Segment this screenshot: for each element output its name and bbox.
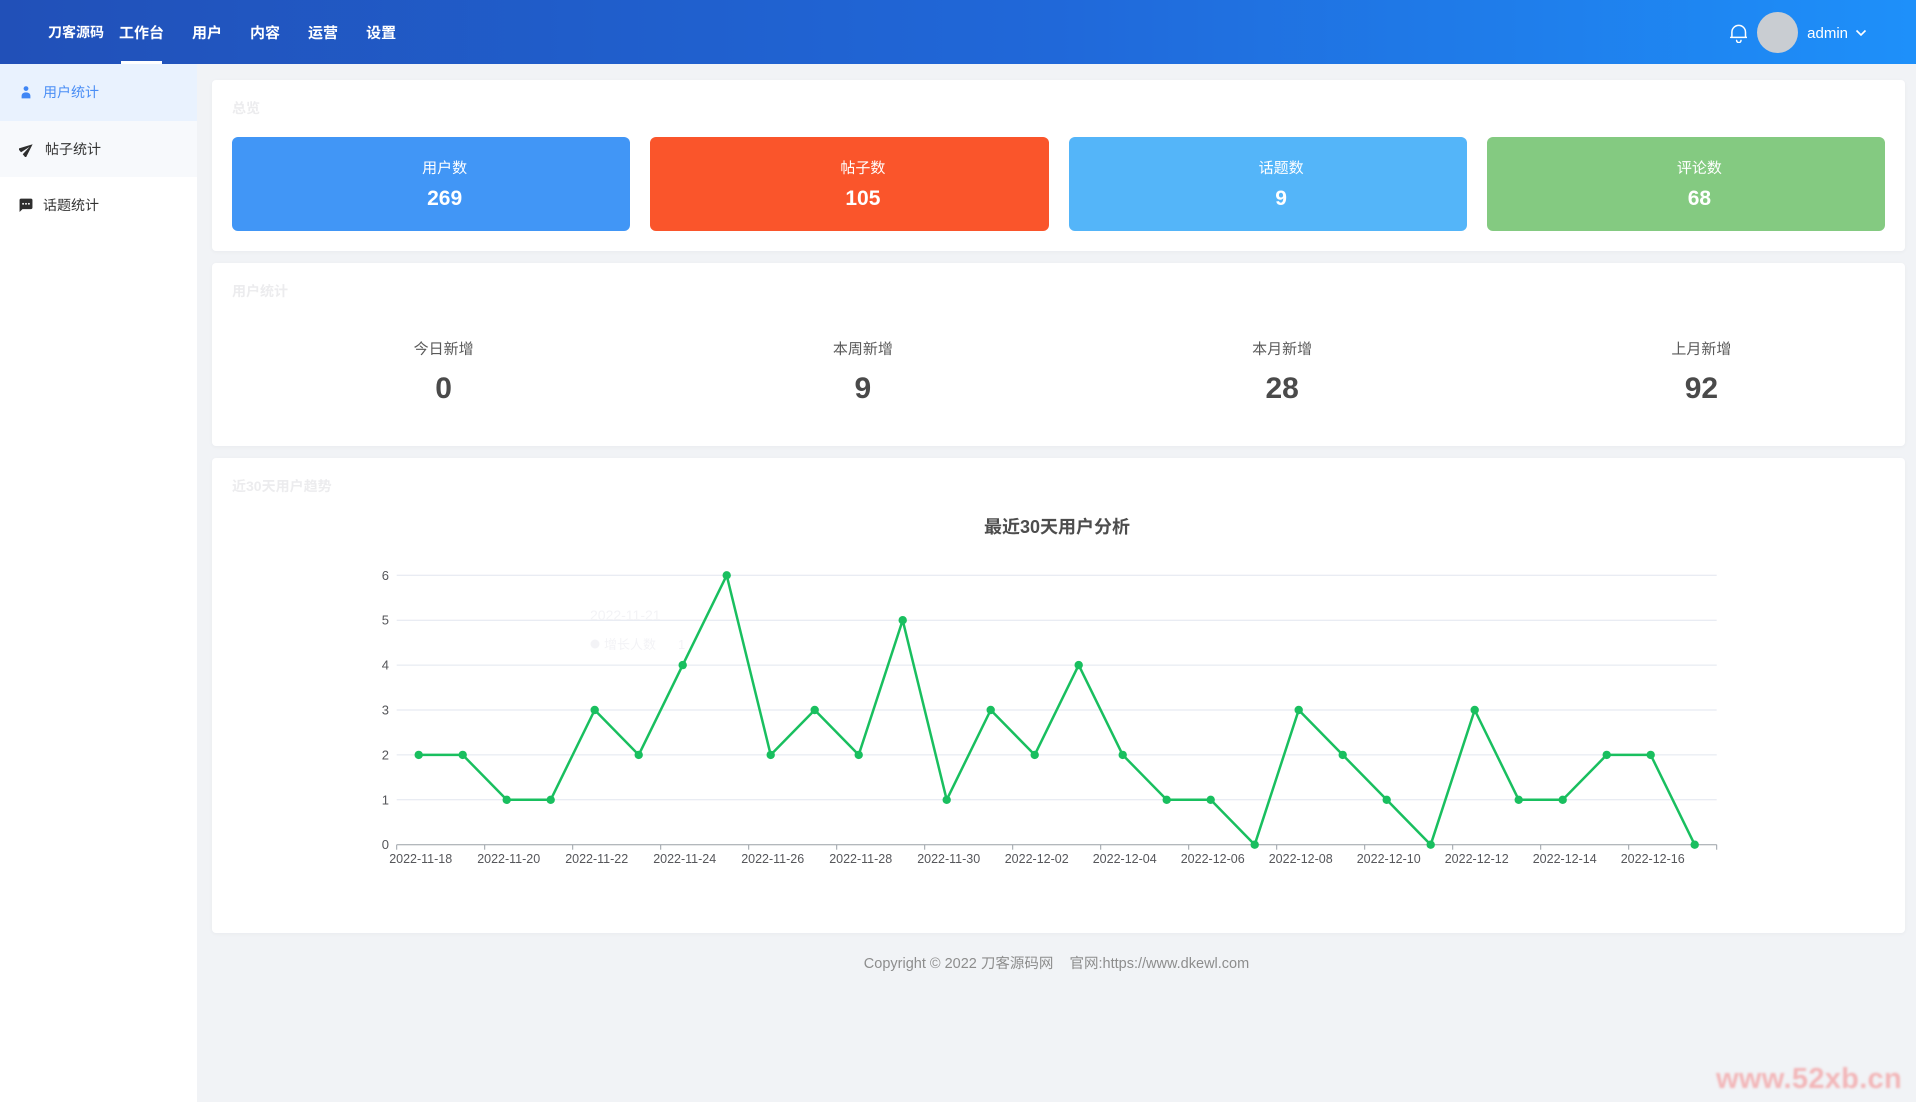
svg-text:0: 0: [382, 834, 389, 853]
svg-text:2022-11-24: 2022-11-24: [653, 848, 716, 867]
svg-text:增长人数: 增长人数: [604, 634, 656, 653]
svg-text:6: 6: [382, 565, 389, 584]
svg-text:2022-11-26: 2022-11-26: [741, 848, 804, 867]
svg-text:2022-12-12: 2022-12-12: [1445, 848, 1509, 867]
svg-text:2: 2: [382, 744, 389, 763]
svg-text:4: 4: [382, 655, 389, 674]
svg-text:5: 5: [382, 610, 389, 629]
svg-text:2022-12-08: 2022-12-08: [1269, 848, 1333, 867]
svg-text:2022-12-04: 2022-12-04: [1093, 848, 1157, 867]
svg-text:2022-11-30: 2022-11-30: [917, 848, 980, 867]
svg-text:2022-12-10: 2022-12-10: [1357, 848, 1421, 867]
svg-text:最近30天用户分析: 最近30天用户分析: [984, 513, 1130, 539]
svg-text:2022-12-06: 2022-12-06: [1181, 848, 1245, 867]
svg-text:2022-11-18: 2022-11-18: [389, 848, 452, 867]
svg-text:2022-11-21: 2022-11-21: [590, 605, 661, 625]
svg-text:2022-11-22: 2022-11-22: [565, 848, 628, 867]
svg-text:1: 1: [382, 789, 389, 808]
svg-text:2022-12-16: 2022-12-16: [1621, 848, 1685, 867]
svg-text:3: 3: [382, 700, 389, 719]
svg-text:1: 1: [678, 634, 685, 653]
svg-text:2022-11-28: 2022-11-28: [829, 848, 892, 867]
svg-text:2022-12-14: 2022-12-14: [1533, 848, 1597, 867]
svg-text:2022-11-20: 2022-11-20: [477, 848, 540, 867]
svg-text:2022-12-02: 2022-12-02: [1005, 848, 1069, 867]
